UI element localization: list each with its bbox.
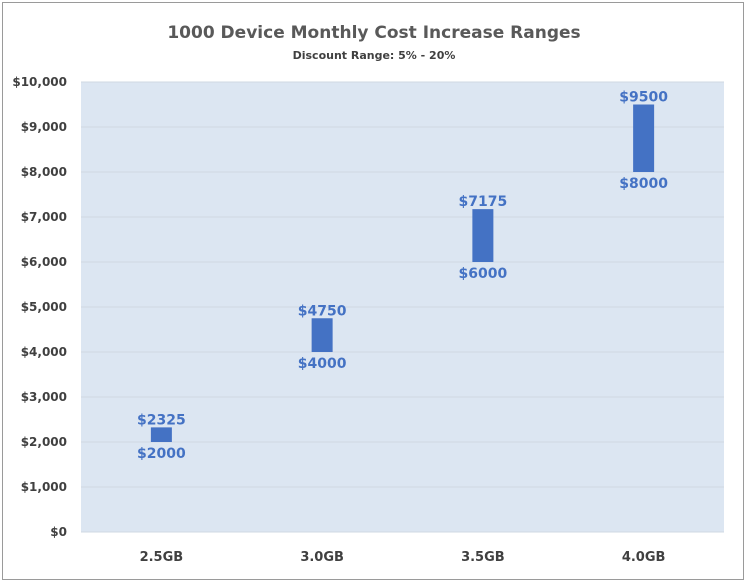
high-value-label: $9500 [619,90,668,106]
gridlines [81,81,724,533]
high-value-label: $4750 [298,303,347,319]
x-tick-label: 4.0GB [622,550,666,565]
high-value-label: $2325 [137,412,186,428]
chart-title: 1000 Device Monthly Cost Increase Ranges [167,23,580,43]
range-bar [633,104,655,172]
data-labels: $2325 $2000 $4750 $4000 $7175 $6000 $9500 $8000 [137,90,668,463]
y-tick-label: $1,000 [21,480,67,494]
range-bars [150,104,655,442]
low-value-label: $8000 [619,176,668,192]
range-bar [472,209,494,262]
y-tick-label: $4,000 [21,345,67,359]
y-tick-label: $2,000 [21,435,67,449]
x-tick-label: 3.5GB [461,550,505,565]
y-tick-label: $9,000 [21,120,67,134]
y-tick-label: $0 [50,525,67,539]
y-axis-ticks: $0 $1,000 $2,000 $3,000 $4,000 $5,000 $6,000 $7… [12,75,67,539]
low-value-label: $6000 [459,266,508,282]
y-tick-label: $7,000 [21,210,67,224]
chart-subtitle: Discount Range: 5% - 20% [293,49,456,62]
y-tick-label: $8,000 [21,165,67,179]
high-value-label: $7175 [459,194,508,210]
y-tick-label: $10,000 [12,75,67,89]
y-tick-label: $5,000 [21,300,67,314]
x-tick-label: 3.0GB [300,550,344,565]
y-tick-label: $6,000 [21,255,67,269]
low-value-label: $2000 [137,446,186,462]
low-value-label: $4000 [298,356,347,372]
y-tick-label: $3,000 [21,390,67,404]
range-bar [311,318,333,352]
range-bar [150,427,172,442]
x-axis-ticks: 2.5GB 3.0GB 3.5GB 4.0GB [140,550,666,565]
x-tick-label: 2.5GB [140,550,184,565]
